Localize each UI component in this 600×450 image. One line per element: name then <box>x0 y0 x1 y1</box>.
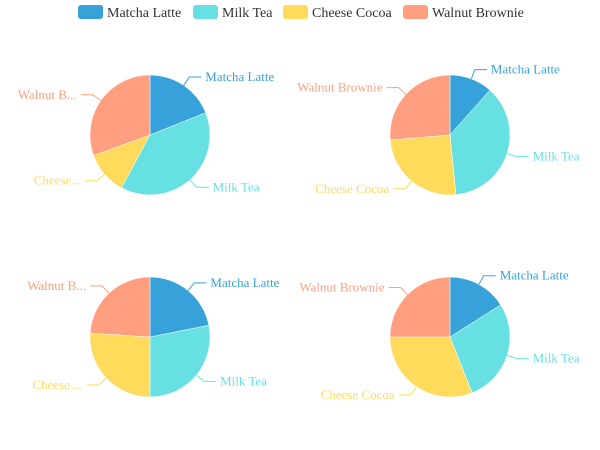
slice-label-cheese-cocoa: Cheese... <box>34 173 81 188</box>
legend-item-walnut-brownie[interactable]: Walnut Brownie <box>403 5 524 21</box>
slice-label-matcha-latte: Matcha Latte <box>500 268 569 283</box>
leader-line-cheese-cocoa <box>398 386 417 396</box>
slice-milk-tea[interactable] <box>449 304 511 394</box>
slice-label-walnut-brownie: Walnut B... <box>27 278 86 293</box>
slice-label-matcha-latte: Matcha Latte <box>205 69 274 84</box>
leader-line-walnut-brownie <box>388 287 408 295</box>
slice-label-walnut-brownie: Walnut B... <box>18 87 77 102</box>
slice-label-cheese-cocoa: Cheese ... <box>32 377 83 392</box>
leader-line-cheese-cocoa <box>86 377 107 386</box>
slice-cheese-cocoa[interactable] <box>389 134 457 196</box>
leader-line-matcha-latte <box>183 76 202 86</box>
legend: Matcha Latte Milk Tea Cheese Cocoa Walnut B… <box>78 5 524 21</box>
leader-line-milk-tea <box>196 374 217 382</box>
slice-cheese-cocoa[interactable] <box>89 332 151 398</box>
slice-label-cheese-cocoa: Cheese Cocoa <box>315 181 389 196</box>
slice-walnut-brownie[interactable] <box>89 74 151 156</box>
legend-swatch <box>283 5 308 19</box>
slice-matcha-latte[interactable] <box>449 276 502 338</box>
slice-matcha-latte[interactable] <box>149 276 210 338</box>
pie-panels: Matcha Latte Milk Tea Cheese... Walnut B...… <box>18 62 580 402</box>
leader-line-milk-tea <box>189 179 209 188</box>
slice-milk-tea[interactable] <box>449 89 511 195</box>
slice-label-milk-tea: Milk Tea <box>533 149 580 164</box>
legend-swatch <box>78 5 103 19</box>
slice-label-walnut-brownie: Walnut Brownie <box>297 80 382 95</box>
slice-label-milk-tea: Milk Tea <box>213 179 260 194</box>
slice-label-matcha-latte: Matcha Latte <box>210 275 279 290</box>
slice-walnut-brownie[interactable] <box>389 74 451 141</box>
legend-item-milk-tea[interactable]: Milk Tea <box>193 5 273 21</box>
leader-line-milk-tea <box>506 355 529 360</box>
pie-2: Matcha Latte Milk Tea Cheese Cocoa Walnut B… <box>297 62 579 196</box>
leader-line-walnut-brownie <box>386 87 407 95</box>
slice-label-milk-tea: Milk Tea <box>220 373 267 388</box>
pie-1: Matcha Latte Milk Tea Cheese... Walnut B... <box>18 69 274 196</box>
slice-label-walnut-brownie: Walnut Brownie <box>299 280 384 295</box>
slice-cheese-cocoa[interactable] <box>389 336 473 398</box>
leader-line-matcha-latte <box>470 69 487 80</box>
leader-line-walnut-brownie <box>90 285 110 294</box>
legend-label: Cheese Cocoa <box>312 6 392 21</box>
slice-label-milk-tea: Milk Tea <box>533 351 580 366</box>
pie-4: Matcha Latte Milk Tea Cheese Cocoa Walnut B… <box>299 268 579 402</box>
slice-milk-tea[interactable] <box>121 112 211 196</box>
slice-milk-tea[interactable] <box>149 324 211 398</box>
legend-swatch <box>403 5 428 19</box>
leader-line-cheese-cocoa <box>393 180 412 190</box>
leader-line-matcha-latte <box>187 282 207 291</box>
slice-label-matcha-latte: Matcha Latte <box>491 62 560 77</box>
leader-line-walnut-brownie <box>80 94 102 101</box>
legend-label: Milk Tea <box>222 6 273 21</box>
legend-label: Walnut Brownie <box>432 6 524 21</box>
leader-line-matcha-latte <box>478 275 496 285</box>
slice-walnut-brownie[interactable] <box>389 276 451 338</box>
legend-label: Matcha Latte <box>107 6 181 21</box>
leader-line-milk-tea <box>506 153 529 158</box>
slice-label-cheese-cocoa: Cheese Cocoa <box>321 387 395 402</box>
legend-item-cheese-cocoa[interactable]: Cheese Cocoa <box>283 5 392 21</box>
legend-item-matcha-latte[interactable]: Matcha Latte <box>78 5 181 21</box>
legend-swatch <box>193 5 218 19</box>
leader-line-cheese-cocoa <box>85 173 105 182</box>
pie-3: Matcha Latte Milk Tea Cheese ... Walnut B..… <box>27 275 280 398</box>
